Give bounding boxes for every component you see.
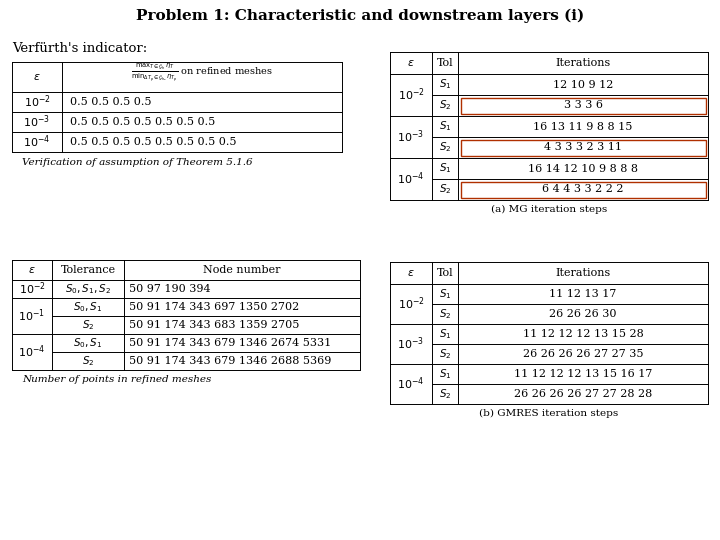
Text: $S_2$: $S_2$ xyxy=(438,140,451,154)
Text: $S_1$: $S_1$ xyxy=(438,119,451,133)
Text: $S_0, S_1$: $S_0, S_1$ xyxy=(73,300,103,314)
Text: $S_1$: $S_1$ xyxy=(438,161,451,176)
Text: $10^{-3}$: $10^{-3}$ xyxy=(397,129,425,145)
Text: 4 3 3 3 2 3 11: 4 3 3 3 2 3 11 xyxy=(544,143,622,152)
Text: $S_2$: $S_2$ xyxy=(438,307,451,321)
Text: $10^{-2}$: $10^{-2}$ xyxy=(397,296,425,312)
Text: 50 97 190 394: 50 97 190 394 xyxy=(129,284,211,294)
Text: Problem 1: Characteristic and downstream layers (i): Problem 1: Characteristic and downstream… xyxy=(136,9,584,23)
Text: $10^{-4}$: $10^{-4}$ xyxy=(397,376,425,392)
Text: $S_2$: $S_2$ xyxy=(438,99,451,112)
Text: $S_2$: $S_2$ xyxy=(82,354,94,368)
Text: $10^{-3}$: $10^{-3}$ xyxy=(24,114,50,130)
Text: 50 91 174 343 683 1359 2705: 50 91 174 343 683 1359 2705 xyxy=(129,320,300,330)
Text: 26 26 26 26 27 27 35: 26 26 26 26 27 27 35 xyxy=(523,349,643,359)
Text: $S_2$: $S_2$ xyxy=(438,387,451,401)
Text: $S_2$: $S_2$ xyxy=(438,347,451,361)
Text: $S_1$: $S_1$ xyxy=(438,367,451,381)
Text: $\frac{\mathrm{max}_{T\in\mathcal{G}_h}\,\eta_T}{\mathrm{min}_{\Delta T_p\in\mat: $\frac{\mathrm{max}_{T\in\mathcal{G}_h}\… xyxy=(131,62,273,84)
Text: 0.5 0.5 0.5 0.5 0.5 0.5 0.5: 0.5 0.5 0.5 0.5 0.5 0.5 0.5 xyxy=(70,117,215,127)
Text: 50 91 174 343 679 1346 2688 5369: 50 91 174 343 679 1346 2688 5369 xyxy=(129,356,331,366)
Text: $\epsilon$: $\epsilon$ xyxy=(33,72,41,82)
Text: $\epsilon$: $\epsilon$ xyxy=(408,58,415,68)
Text: 16 13 11 9 8 8 15: 16 13 11 9 8 8 15 xyxy=(534,122,633,132)
Bar xyxy=(461,181,706,198)
Text: 11 12 12 12 13 15 28: 11 12 12 12 13 15 28 xyxy=(523,329,644,339)
Text: $10^{-4}$: $10^{-4}$ xyxy=(23,134,50,150)
Text: $S_0, S_1$: $S_0, S_1$ xyxy=(73,336,103,350)
Text: $10^{-4}$: $10^{-4}$ xyxy=(397,171,425,187)
Text: $S_1$: $S_1$ xyxy=(438,327,451,341)
Text: $\epsilon$: $\epsilon$ xyxy=(408,268,415,278)
Text: $10^{-2}$: $10^{-2}$ xyxy=(19,281,45,298)
Text: (b) GMRES iteration steps: (b) GMRES iteration steps xyxy=(480,409,618,418)
Text: 26 26 26 30: 26 26 26 30 xyxy=(549,309,617,319)
Text: 3 3 3 6: 3 3 3 6 xyxy=(564,100,603,111)
Text: 50 91 174 343 679 1346 2674 5331: 50 91 174 343 679 1346 2674 5331 xyxy=(129,338,331,348)
Text: 6 4 4 3 3 2 2 2: 6 4 4 3 3 2 2 2 xyxy=(542,185,624,194)
Text: 11 12 12 12 13 15 16 17: 11 12 12 12 13 15 16 17 xyxy=(514,369,652,379)
Bar xyxy=(461,98,706,113)
Text: $10^{-3}$: $10^{-3}$ xyxy=(397,336,425,352)
Text: Iterations: Iterations xyxy=(555,58,611,68)
Text: $10^{-1}$: $10^{-1}$ xyxy=(19,308,45,325)
Text: (a) MG iteration steps: (a) MG iteration steps xyxy=(491,205,607,214)
Text: 16 14 12 10 9 8 8 8: 16 14 12 10 9 8 8 8 xyxy=(528,164,638,173)
Text: Number of points in refined meshes: Number of points in refined meshes xyxy=(22,375,212,384)
Text: Tol: Tol xyxy=(437,58,454,68)
Text: Verfürth's indicator:: Verfürth's indicator: xyxy=(12,42,148,55)
Text: $10^{-2}$: $10^{-2}$ xyxy=(397,87,425,103)
Text: $\epsilon$: $\epsilon$ xyxy=(28,265,36,275)
Text: $S_2$: $S_2$ xyxy=(438,183,451,197)
Text: 0.5 0.5 0.5 0.5 0.5 0.5 0.5 0.5: 0.5 0.5 0.5 0.5 0.5 0.5 0.5 0.5 xyxy=(70,137,236,147)
Text: 12 10 9 12: 12 10 9 12 xyxy=(553,79,613,90)
Text: $S_0, S_1, S_2$: $S_0, S_1, S_2$ xyxy=(65,282,111,296)
Bar xyxy=(461,139,706,156)
Text: $S_1$: $S_1$ xyxy=(438,287,451,301)
Text: 50 91 174 343 697 1350 2702: 50 91 174 343 697 1350 2702 xyxy=(129,302,300,312)
Text: Node number: Node number xyxy=(203,265,281,275)
Text: Iterations: Iterations xyxy=(555,268,611,278)
Text: Tolerance: Tolerance xyxy=(60,265,116,275)
Text: Tol: Tol xyxy=(437,268,454,278)
Text: Verification of assumption of Theorem 5.1.6: Verification of assumption of Theorem 5.… xyxy=(22,158,253,167)
Text: 26 26 26 26 27 27 28 28: 26 26 26 26 27 27 28 28 xyxy=(514,389,652,399)
Text: $10^{-4}$: $10^{-4}$ xyxy=(18,343,45,360)
Text: 0.5 0.5 0.5 0.5: 0.5 0.5 0.5 0.5 xyxy=(70,97,151,107)
Text: $S_2$: $S_2$ xyxy=(82,318,94,332)
Text: 11 12 13 17: 11 12 13 17 xyxy=(549,289,617,299)
Text: $S_1$: $S_1$ xyxy=(438,78,451,91)
Text: $10^{-2}$: $10^{-2}$ xyxy=(24,94,50,110)
